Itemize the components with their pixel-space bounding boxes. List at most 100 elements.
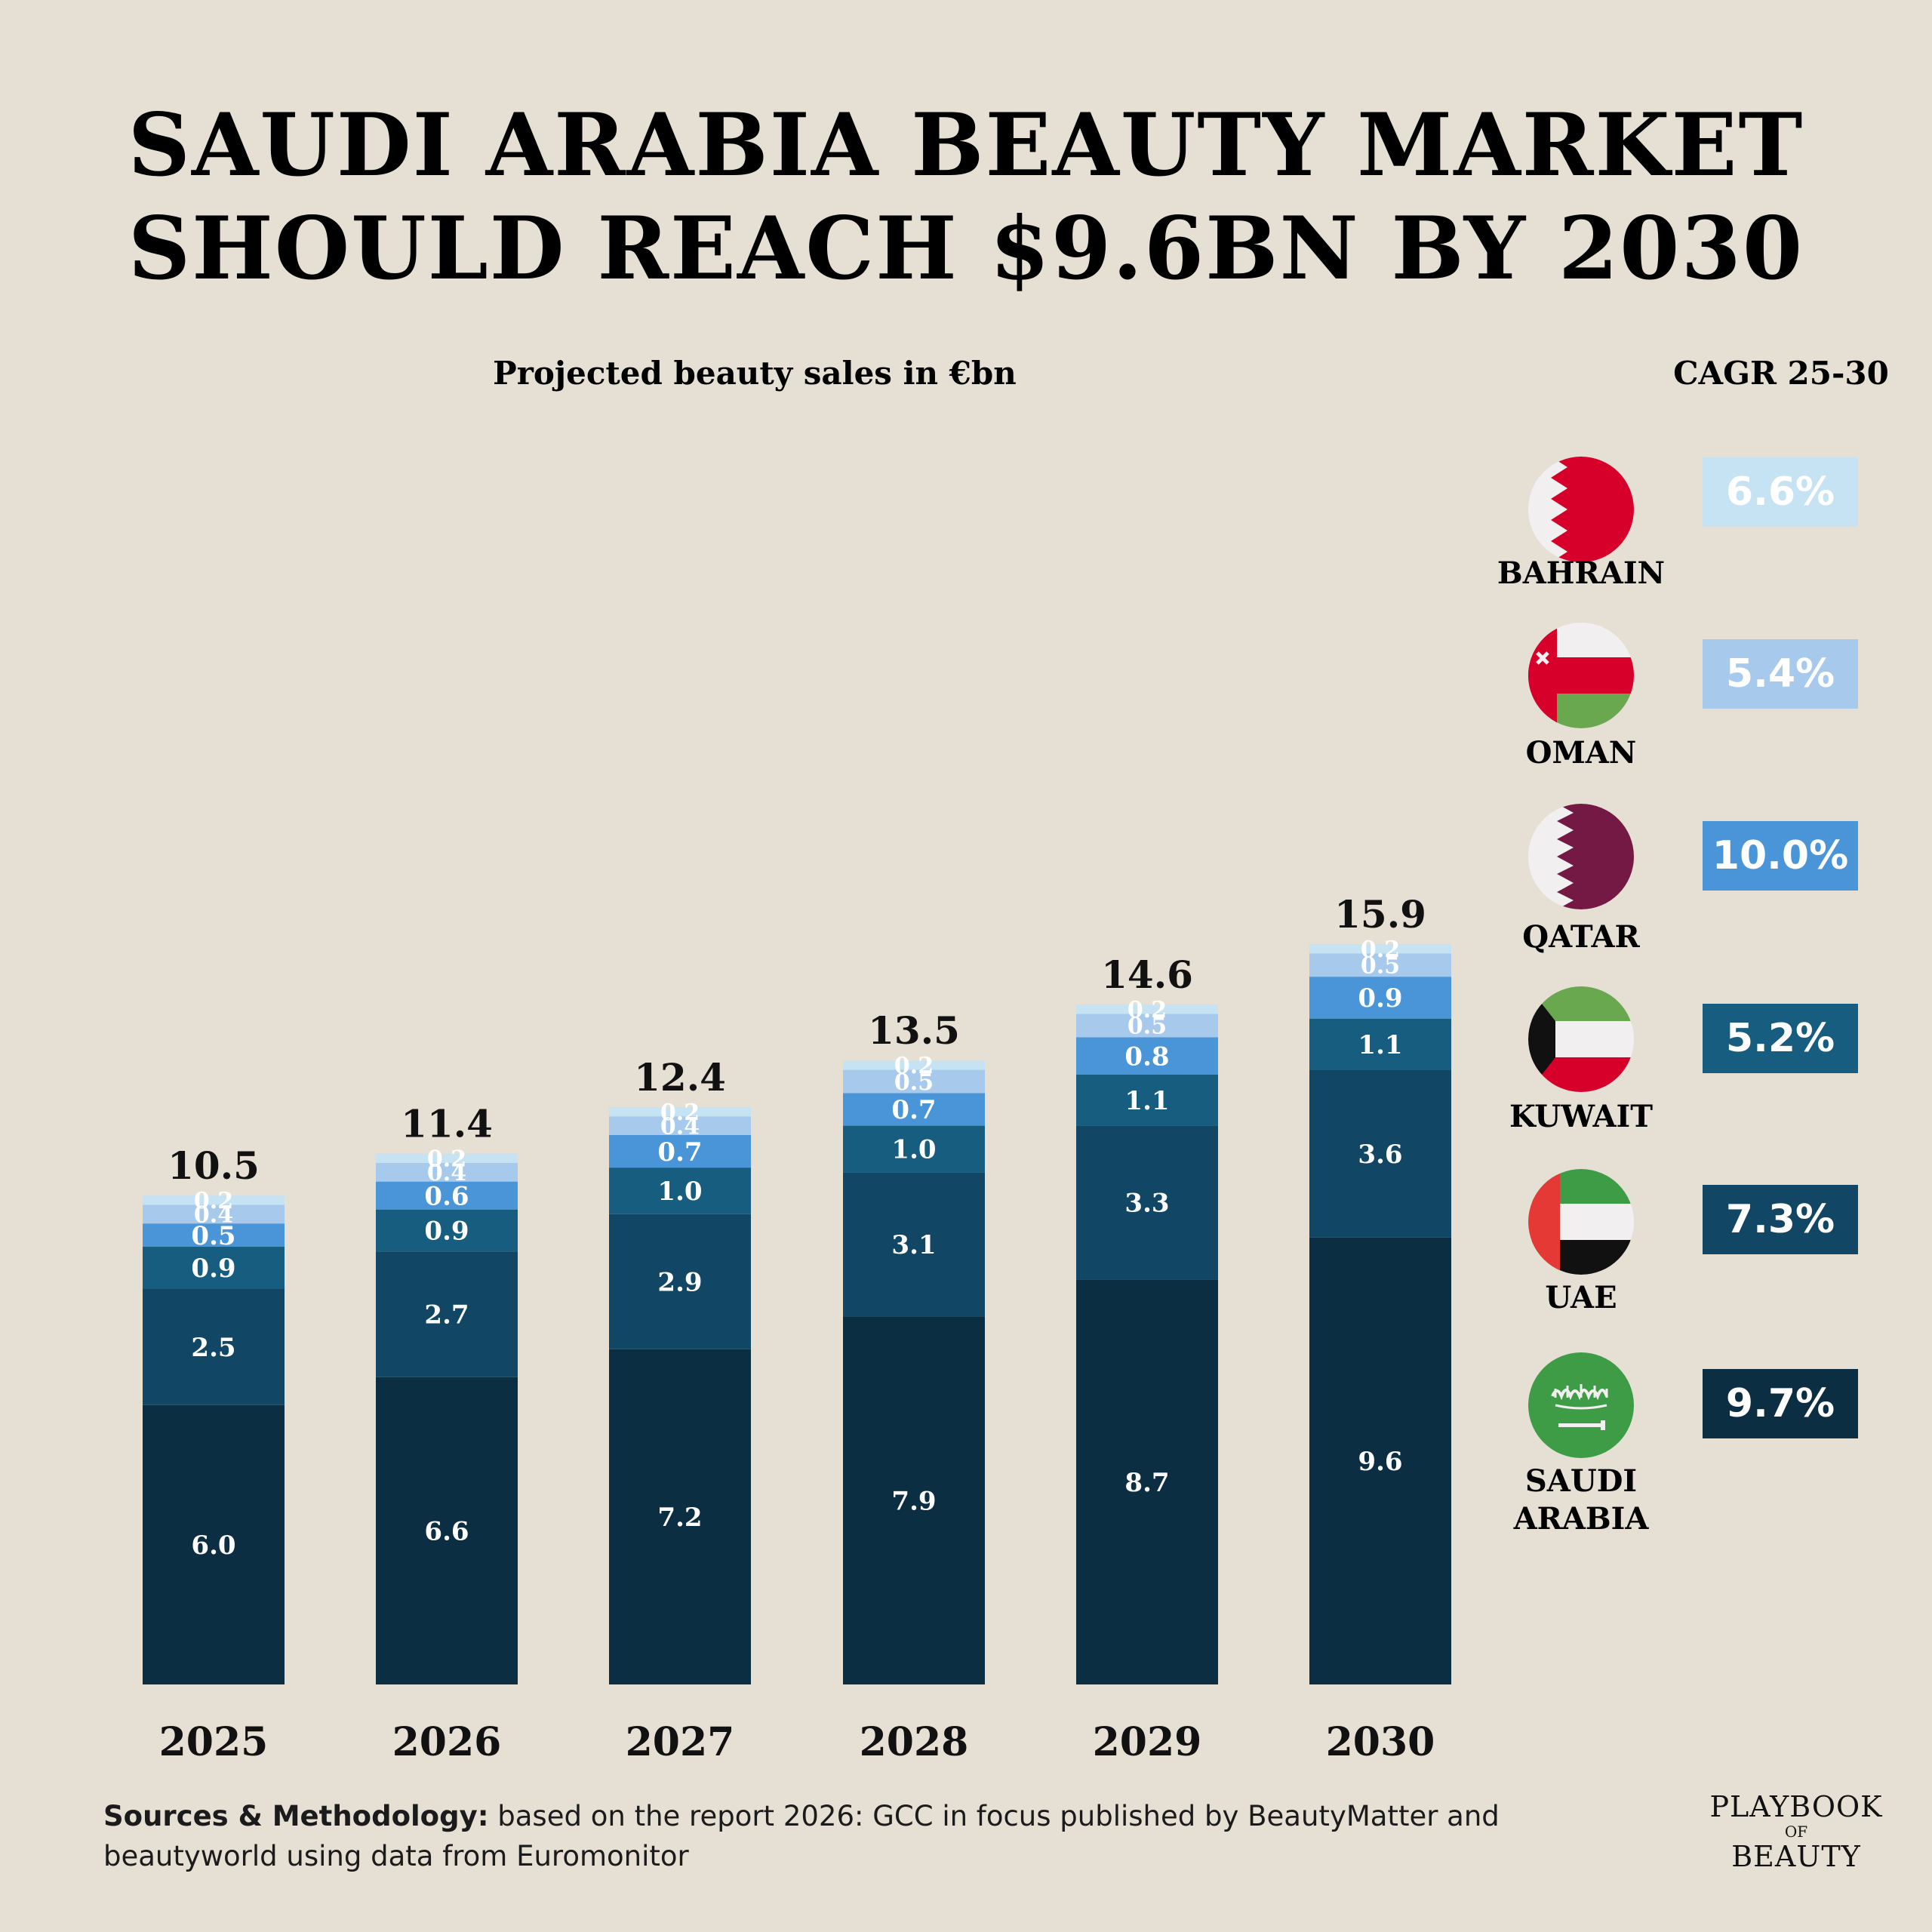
- segment-label: 0.4: [660, 1113, 700, 1140]
- segment-label: 0.4: [427, 1160, 466, 1186]
- bar-segment: [143, 1247, 285, 1289]
- bar-segment: [609, 1349, 751, 1684]
- cagr-value-kuwait: 5.2%: [1703, 1004, 1858, 1073]
- bar-segment: [1076, 1125, 1218, 1280]
- legend-label-qatar: QATAR: [1522, 919, 1640, 955]
- bar-total-label: 12.4: [634, 1055, 726, 1100]
- kuwait-flag-icon: [1528, 986, 1634, 1092]
- segment-label: 0.7: [657, 1137, 702, 1168]
- bar-segment: [1309, 953, 1451, 977]
- segment-label: 1.1: [1124, 1086, 1169, 1116]
- playbook-of-beauty-logo: PLAYBOOK OF BEAUTY: [1709, 1790, 1883, 1873]
- bar-segment: [843, 1172, 985, 1317]
- bar-segment: [376, 1377, 518, 1684]
- segment-label: 0.2: [894, 1053, 934, 1079]
- bar-segment: [376, 1153, 518, 1163]
- segment-label: 8.7: [1124, 1468, 1169, 1498]
- bar-segment: [143, 1288, 285, 1405]
- segment-label: 1.0: [891, 1135, 936, 1165]
- cagr-value-bahrain: 6.6%: [1703, 457, 1858, 527]
- x-tick-label: 2029: [1093, 1719, 1202, 1765]
- bar-segment: [143, 1404, 285, 1684]
- title-line-2: SHOULD REACH $9.6BN BY 2030: [128, 198, 1804, 299]
- bar-total-label: 10.5: [168, 1143, 260, 1188]
- bar-segment: [843, 1316, 985, 1684]
- bar-segment: [1309, 943, 1451, 954]
- segment-label: 2.9: [657, 1268, 702, 1298]
- bar-segment: [1309, 977, 1451, 1019]
- cagr-value-saudi-arabia: 9.7%: [1703, 1369, 1858, 1438]
- bar-total-label: 13.5: [868, 1008, 960, 1053]
- bar-segment: [1076, 1037, 1218, 1075]
- bar-segment: [1309, 1069, 1451, 1238]
- segment-label: 0.6: [424, 1181, 469, 1211]
- segment-label: 0.9: [1358, 983, 1402, 1014]
- bar-segment: [376, 1181, 518, 1210]
- legend-label-kuwait: KUWAIT: [1509, 1099, 1654, 1134]
- chart-subtitle: Projected beauty sales in €bn: [493, 355, 1017, 392]
- bar-segment: [609, 1214, 751, 1349]
- x-tick-label: 2026: [392, 1719, 502, 1765]
- bar-segment: [143, 1204, 285, 1224]
- legend-label-saudi-arabia: SAUDI ARABIA: [1513, 1463, 1649, 1537]
- legend-label-uae: UAE: [1545, 1280, 1617, 1315]
- bar-segment: [143, 1195, 285, 1205]
- bar-segment: [376, 1209, 518, 1252]
- bar-total-label: 14.6: [1101, 952, 1193, 997]
- segment-label: 0.7: [891, 1095, 936, 1125]
- segment-label: 3.1: [891, 1230, 936, 1260]
- bar-segment: [609, 1134, 751, 1168]
- segment-label: 6.0: [191, 1531, 235, 1561]
- bar-segment: [609, 1168, 751, 1214]
- x-tick-label: 2027: [626, 1719, 735, 1765]
- segment-label: 0.9: [191, 1254, 235, 1284]
- uae-flag-icon: [1528, 1169, 1634, 1275]
- bar-segment: [1076, 1279, 1218, 1684]
- bar-segment: [376, 1162, 518, 1182]
- bar-segment: [1309, 1237, 1451, 1684]
- sources-note: Sources & Methodology: based on the repo…: [103, 1796, 1651, 1876]
- segment-label: 0.2: [194, 1188, 233, 1214]
- x-tick-label: 2028: [860, 1719, 969, 1765]
- x-tick-label: 2030: [1326, 1719, 1435, 1765]
- title-line-1: SAUDI ARABIA BEAUTY MARKET: [128, 94, 1804, 195]
- qatar-flag-icon: [1528, 804, 1634, 909]
- bar-total-label: 15.9: [1334, 892, 1426, 937]
- oman-flag-icon: [1528, 623, 1634, 728]
- saudi-arabia-flag-icon: [1528, 1352, 1634, 1458]
- bar-segment: [843, 1125, 985, 1173]
- bar-total-label: 11.4: [401, 1102, 493, 1146]
- segment-label: 3.3: [1124, 1189, 1169, 1219]
- cagr-value-qatar: 10.0%: [1703, 821, 1858, 891]
- segment-label: 0.2: [1128, 997, 1167, 1023]
- bar-segment: [1076, 1074, 1218, 1126]
- bar-segment: [843, 1060, 985, 1070]
- segment-label: 9.6: [1358, 1447, 1402, 1477]
- legend-label-bahrain: BAHRAIN: [1497, 555, 1666, 591]
- segment-label: 1.0: [657, 1177, 702, 1207]
- bar-segment: [376, 1251, 518, 1377]
- segment-label: 0.5: [191, 1221, 235, 1251]
- bar-segment: [843, 1093, 985, 1126]
- bahrain-flag-icon: [1528, 457, 1634, 562]
- segment-label: 3.6: [1358, 1140, 1402, 1170]
- bar-segment: [1309, 1018, 1451, 1070]
- bar-segment: [1076, 1004, 1218, 1014]
- segment-label: 0.4: [194, 1202, 233, 1229]
- cagr-value-uae: 7.3%: [1703, 1185, 1858, 1254]
- x-tick-label: 2025: [159, 1719, 269, 1765]
- sources-text: based on the report 2026: GCC in focus p…: [103, 1800, 1500, 1872]
- segment-label: 0.5: [1361, 953, 1400, 980]
- segment-label: 0.2: [427, 1146, 466, 1173]
- segment-label: 0.5: [894, 1069, 934, 1096]
- bar-segment: [1076, 1014, 1218, 1038]
- cagr-header: CAGR 25-30: [1673, 355, 1889, 392]
- segment-label: 7.9: [891, 1487, 936, 1517]
- bar-segment: [143, 1223, 285, 1247]
- legend-label-oman: OMAN: [1525, 735, 1637, 771]
- bar-segment: [609, 1116, 751, 1135]
- segment-label: 2.5: [191, 1333, 235, 1363]
- segment-label: 0.9: [424, 1217, 469, 1247]
- bar-segment: [843, 1069, 985, 1094]
